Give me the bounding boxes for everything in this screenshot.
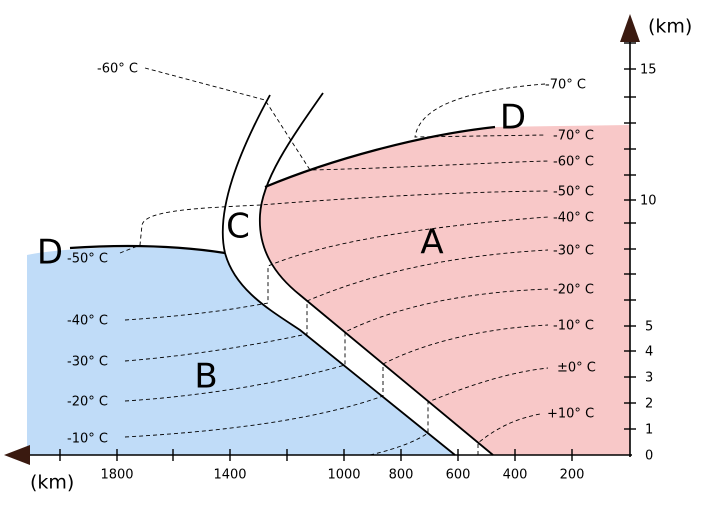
x-tick-label: 800 [389,468,414,483]
isotherm-label: -40° C [553,211,594,226]
region-label: D [500,98,526,138]
isotherm-label: -40° C [67,314,108,329]
x-tick-label: 200 [560,468,585,483]
isotherm-label: -70° C [553,129,594,144]
isotherm-label: -50° C [553,185,594,200]
region-label: D [37,233,63,273]
isotherm-label: -60° C [553,155,594,170]
y-tick-label: 2 [645,397,653,412]
cold-air [27,247,455,455]
y-tick-label: 1 [645,423,653,438]
y-tick-label: 15 [640,63,657,78]
x-tick-label: 1800 [100,468,133,483]
x-tick-label: 600 [446,468,471,483]
y-tick-label: 4 [645,345,653,360]
isotherm-label: -10° C [553,319,594,334]
y-tick-label: 3 [645,371,653,386]
isotherm-label: -70° C [545,78,586,93]
isotherm-label: -10° C [67,432,108,447]
x-tick-label: 1000 [327,468,360,483]
region-label: B [194,357,217,397]
y-unit: (km) [648,16,692,38]
cold-front-top [69,244,226,255]
isotherm-label: -30° C [67,355,108,370]
warm-air [259,125,630,455]
x-tick-label: 400 [503,468,528,483]
front-left [221,94,456,456]
isotherm-label: -60° C [97,62,138,77]
y-tick-label: 10 [640,194,657,209]
region-label: A [420,223,443,263]
isotherm-label: -30° C [553,244,594,259]
front-right [259,92,494,456]
axes [4,14,640,465]
isotherm-label: -50° C [67,252,108,267]
region-label: C [226,207,250,247]
y-tick-label: 0 [645,449,653,464]
isotherm-label: -20° C [553,283,594,298]
x-unit: (km) [30,472,74,494]
warm-front-top [264,125,496,189]
x-tick-label: 1400 [213,468,246,483]
isotherm-label: -20° C [67,395,108,410]
y-tick-label: 5 [645,320,653,335]
isotherm-label: ±0° C [557,361,596,376]
isotherm-label: +10° C [547,407,594,422]
